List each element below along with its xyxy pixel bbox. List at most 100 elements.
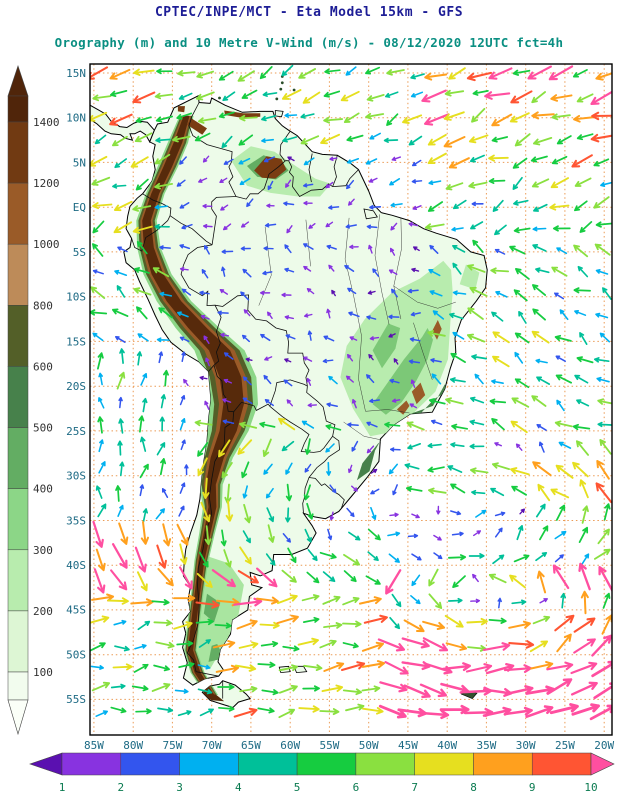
wind-arrow	[554, 530, 567, 540]
wind-arrow	[239, 686, 258, 693]
wind-arrow	[259, 621, 280, 629]
wind-arrow	[535, 503, 546, 518]
wind-arrow	[181, 351, 186, 363]
wind-arrow	[579, 332, 588, 346]
wind-arrow	[532, 226, 547, 232]
wind-arrow	[133, 663, 149, 673]
lon-tick-label: 50W	[359, 739, 379, 752]
wind-arrow	[197, 664, 211, 670]
wind-arrow	[599, 439, 612, 455]
wind-arrow	[351, 485, 358, 492]
wind-arrow	[98, 397, 105, 409]
wind-arrow	[368, 244, 373, 254]
wind-arrow	[133, 287, 152, 296]
wind-arrow	[484, 91, 511, 100]
wind-arrow	[556, 399, 565, 412]
wind-arrow	[306, 287, 315, 295]
wind-arrow	[142, 397, 148, 413]
wind-arrow	[176, 640, 194, 647]
wind-arrow	[530, 155, 548, 163]
wind-arrow	[118, 522, 129, 545]
wind-arrow	[345, 224, 357, 229]
wind-arrow	[467, 307, 484, 320]
wind-arrow	[199, 375, 208, 381]
chart-title: CPTEC/INPE/MCT - Eta Model 15km - GFS	[154, 5, 464, 20]
wind-arrow	[386, 113, 399, 126]
wind-arrow	[411, 179, 423, 184]
wind-arrow	[93, 568, 106, 594]
wind-arrow	[549, 203, 570, 211]
wind-arrow	[172, 135, 191, 143]
wind-arrow	[361, 641, 384, 652]
wind-arrow	[351, 440, 359, 452]
wind-arrow	[391, 288, 398, 298]
orography-arrow-low	[7, 699, 29, 736]
wind-arrow	[594, 243, 611, 256]
wind-arrow	[142, 508, 149, 523]
wind-arrow	[491, 311, 504, 322]
wind-arrow	[359, 596, 382, 605]
wind-arrow	[242, 268, 252, 278]
wind-arrow	[157, 707, 174, 713]
wind-arrow	[572, 461, 589, 478]
wind-arrow	[551, 155, 568, 165]
map-frame	[89, 63, 613, 736]
wind-arrow	[214, 622, 232, 629]
wind-arrow	[560, 592, 567, 609]
wind-arrow	[411, 553, 422, 561]
wind-arrow	[372, 268, 380, 277]
wind-arrow	[427, 133, 447, 146]
lat-tick-label: 15S	[66, 335, 86, 348]
wind-arrow	[153, 619, 173, 627]
wind-arrow	[441, 662, 471, 672]
wind-arrow	[536, 424, 547, 431]
wind-arrow	[194, 132, 211, 142]
wind-arrow	[326, 461, 332, 476]
wind-arrow	[552, 225, 571, 232]
wind-arrow	[90, 155, 108, 167]
wind-arrow	[448, 554, 467, 561]
wind-arrow	[179, 266, 189, 272]
wind-arrow	[139, 484, 145, 497]
wind-arrow	[472, 573, 479, 583]
wind-arrow	[174, 688, 189, 694]
wind-arrow	[366, 374, 375, 384]
wind-arrow	[223, 549, 232, 568]
wind-arrow	[304, 313, 313, 318]
wind-arrow	[223, 158, 234, 165]
wind-arrow	[411, 574, 421, 587]
wind-arrow	[239, 421, 258, 429]
wind-arrow	[574, 177, 592, 187]
wind-arrow	[284, 113, 298, 118]
wind-arrow	[223, 378, 233, 384]
wind-arrow	[595, 72, 612, 81]
wind-arrow	[319, 551, 337, 560]
wind-arrow	[284, 315, 295, 320]
wind-arrow	[452, 199, 467, 210]
wind-arrow	[112, 135, 128, 147]
wind-arrow	[90, 665, 104, 670]
wind-arrow	[593, 158, 610, 167]
wind-arrow	[325, 221, 334, 228]
wind-arrow	[448, 67, 466, 80]
lat-tick-label: 50S	[66, 649, 86, 662]
wind-arrow	[307, 549, 318, 562]
wind-arrow	[445, 642, 468, 651]
wind-arrow	[264, 356, 273, 361]
wind-arrow	[221, 461, 233, 479]
wind-arrow	[203, 335, 210, 345]
wind-arrow	[222, 419, 235, 424]
wind-arrow	[576, 356, 594, 364]
wind-arrow	[221, 249, 234, 254]
wind-arrow	[531, 330, 550, 344]
wind-arrow	[404, 463, 420, 470]
wind-arrow	[466, 333, 486, 343]
wind-arrow	[504, 685, 534, 696]
wind-arrow	[492, 462, 510, 470]
orography-tick-label: 600	[33, 360, 53, 373]
wind-arrow	[535, 267, 550, 274]
wind-arrow	[156, 544, 167, 569]
wind-arrow	[286, 225, 293, 234]
wind-arrow	[510, 420, 528, 434]
wind-arrow	[590, 133, 612, 143]
